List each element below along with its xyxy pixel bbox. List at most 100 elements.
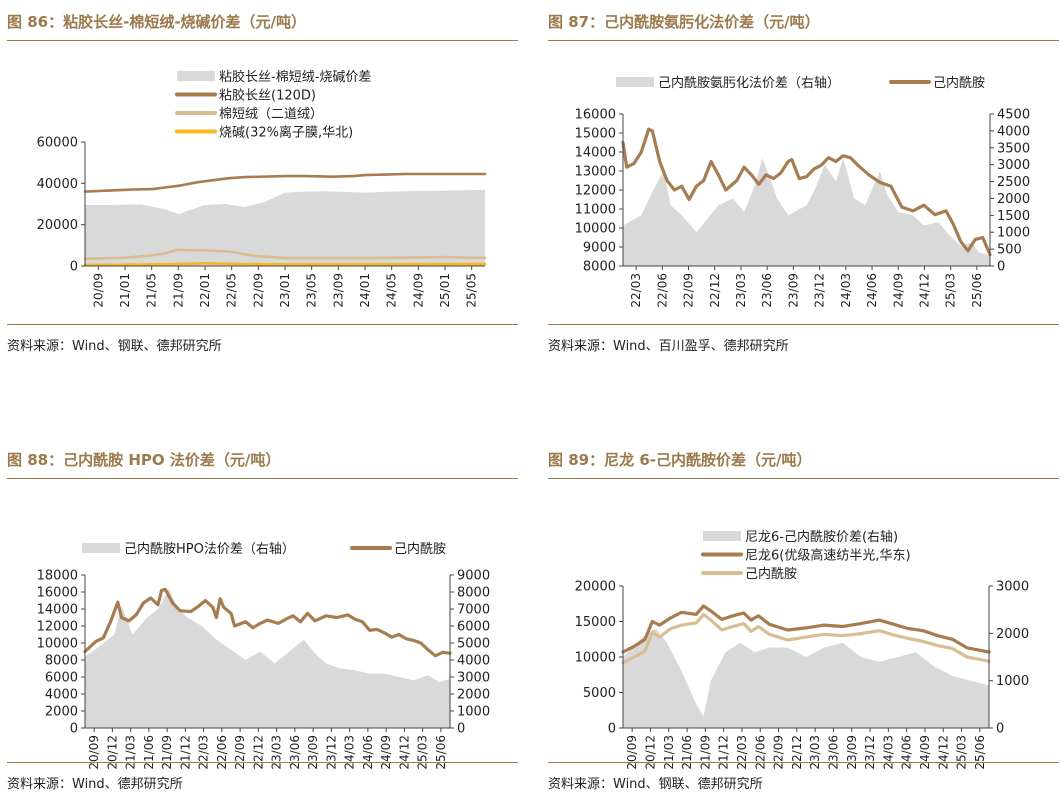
x-tick-label: 22/12 bbox=[790, 735, 804, 770]
series-line-1 bbox=[621, 127, 992, 257]
y2-tick-label: 1000 bbox=[457, 705, 490, 720]
title-divider bbox=[7, 478, 518, 479]
x-tick-label: 23/12 bbox=[863, 735, 877, 770]
legend-label: 己内酰胺 bbox=[745, 566, 797, 582]
x-tick-label: 22/09 bbox=[682, 273, 696, 308]
x-tick-label: 20/12 bbox=[643, 735, 657, 770]
x-tick-label: 24/01 bbox=[358, 273, 372, 308]
source-divider bbox=[7, 762, 518, 763]
legend-label: 己内酰胺氨肟化法价差（右轴） bbox=[658, 75, 840, 91]
y-tick-label: 0 bbox=[70, 260, 78, 275]
y2-tick-label: 8000 bbox=[457, 586, 490, 601]
legend-label: 尼龙6(优级高速纺半光,华东) bbox=[745, 548, 911, 564]
chart-source: 资料来源：Wind、钢联、德邦研究所 bbox=[548, 777, 763, 792]
x-tick-label: 24/12 bbox=[917, 273, 931, 308]
x-tick-label: 22/09 bbox=[251, 273, 265, 308]
x-tick-label: 20/09 bbox=[625, 735, 639, 770]
chart-panel-87: 图 87：己内酰胺氨肟化法价差（元/吨） 8000 9000 10000 11000 1… bbox=[548, 8, 1059, 363]
y2-tick-label: 1500 bbox=[997, 209, 1030, 224]
y-tick-label: 16000 bbox=[37, 586, 78, 601]
legend-swatch bbox=[703, 531, 741, 541]
y2-tick-label: 3000 bbox=[457, 671, 490, 686]
x-tick-label: 25/03 bbox=[416, 735, 430, 770]
y-tick-label: 12000 bbox=[37, 620, 78, 635]
x-tick-label: 23/05 bbox=[305, 273, 319, 308]
x-tick-label: 24/05 bbox=[385, 273, 399, 308]
x-tick-label: 24/06 bbox=[865, 273, 879, 308]
x-tick-label: 20/09 bbox=[87, 735, 101, 770]
y-tick-label: 40000 bbox=[37, 177, 78, 192]
x-tick-label: 21/12 bbox=[717, 735, 731, 770]
legend-swatch bbox=[177, 71, 215, 81]
x-tick-label: 23/03 bbox=[808, 735, 822, 770]
y-tick-label: 14000 bbox=[37, 603, 78, 618]
x-tick-label: 23/09 bbox=[786, 273, 800, 308]
x-tick-label: 24/03 bbox=[839, 273, 853, 308]
chart-source: 资料来源：Wind、钢联、德邦研究所 bbox=[7, 339, 222, 354]
y2-tick-label: 6000 bbox=[457, 620, 490, 635]
y-tick-label: 20000 bbox=[37, 218, 78, 233]
y2-tick-label: 2000 bbox=[997, 192, 1030, 207]
legend-label: 己内酰胺HPO法价差（右轴） bbox=[124, 541, 295, 557]
series-area-0 bbox=[85, 189, 485, 266]
x-tick-label: 22/12 bbox=[251, 735, 265, 770]
source-divider bbox=[7, 324, 518, 325]
x-tick-label: 23/09 bbox=[331, 273, 345, 308]
x-tick-label: 24/09 bbox=[411, 273, 425, 308]
y-tick-label: 10000 bbox=[37, 637, 78, 652]
x-tick-label: 22/03 bbox=[735, 735, 749, 770]
chart-87-svg: 8000900010000110001200013000140001500016… bbox=[575, 75, 1030, 308]
legend-label: 粘胶长丝(120D) bbox=[219, 88, 316, 104]
y2-tick-label: 2500 bbox=[997, 175, 1030, 190]
x-tick-label: 23/12 bbox=[324, 735, 338, 770]
y-tick-label: 18000 bbox=[37, 569, 78, 584]
legend-swatch bbox=[82, 543, 120, 553]
x-tick-label: 21/09 bbox=[160, 735, 174, 770]
x-tick-label: 23/06 bbox=[826, 735, 840, 770]
y2-tick-label: 1000 bbox=[996, 674, 1029, 689]
x-tick-label: 23/12 bbox=[813, 273, 827, 308]
y-tick-label: 10000 bbox=[575, 222, 616, 237]
y2-tick-label: 4500 bbox=[997, 108, 1030, 123]
x-tick-label: 23/09 bbox=[306, 735, 320, 770]
y-tick-label: 8000 bbox=[45, 654, 78, 669]
y-tick-label: 16000 bbox=[575, 108, 616, 123]
x-tick-label: 24/09 bbox=[379, 735, 393, 770]
x-tick-label: 22/06 bbox=[753, 735, 767, 770]
chart-89-svg: 0 5000 10000 15000 20000 0 1000 2000 3000 20/09 20… bbox=[575, 529, 1029, 770]
series-line-1 bbox=[621, 604, 991, 654]
y-tick-label: 60000 bbox=[37, 136, 78, 151]
y-tick-label: 15000 bbox=[575, 615, 616, 630]
y-tick-label: 0 bbox=[608, 722, 616, 737]
x-tick-label: 22/12 bbox=[708, 273, 722, 308]
x-tick-label: 25/03 bbox=[944, 273, 958, 308]
x-tick-label: 24/12 bbox=[936, 735, 950, 770]
series-line-1 bbox=[83, 587, 452, 658]
x-tick-label: 22/03 bbox=[629, 273, 643, 308]
y2-tick-label: 0 bbox=[997, 260, 1005, 275]
source-divider bbox=[548, 762, 1059, 763]
x-tick-label: 20/12 bbox=[105, 735, 119, 770]
x-tick-label: 21/01 bbox=[118, 273, 132, 308]
series-line-2 bbox=[621, 612, 991, 665]
series-line-2 bbox=[83, 248, 487, 261]
series-line-3 bbox=[83, 262, 487, 267]
x-tick-label: 25/06 bbox=[434, 735, 448, 770]
series-area-0 bbox=[623, 157, 990, 266]
chart-source: 资料来源：Wind、百川盈孚、德邦研究所 bbox=[548, 339, 789, 354]
y-tick-label: 13000 bbox=[575, 165, 616, 180]
legend-label: 烧碱(32%离子膜,华北) bbox=[219, 125, 353, 141]
x-tick-label: 22/01 bbox=[198, 273, 212, 308]
y-tick-label: 0 bbox=[70, 722, 78, 737]
x-tick-label: 23/06 bbox=[760, 273, 774, 308]
x-tick-label: 23/03 bbox=[734, 273, 748, 308]
x-tick-label: 22/09 bbox=[233, 735, 247, 770]
y2-tick-label: 9000 bbox=[457, 569, 490, 584]
x-tick-label: 21/06 bbox=[680, 735, 694, 770]
x-tick-label: 23/01 bbox=[278, 273, 292, 308]
x-tick-label: 22/06 bbox=[655, 273, 669, 308]
x-tick-label: 21/09 bbox=[171, 273, 185, 308]
x-tick-label: 22/06 bbox=[215, 735, 229, 770]
title-divider bbox=[7, 40, 518, 41]
x-tick-label: 23/06 bbox=[288, 735, 302, 770]
